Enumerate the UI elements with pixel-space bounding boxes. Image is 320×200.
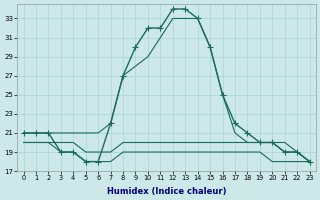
X-axis label: Humidex (Indice chaleur): Humidex (Indice chaleur) — [107, 187, 226, 196]
